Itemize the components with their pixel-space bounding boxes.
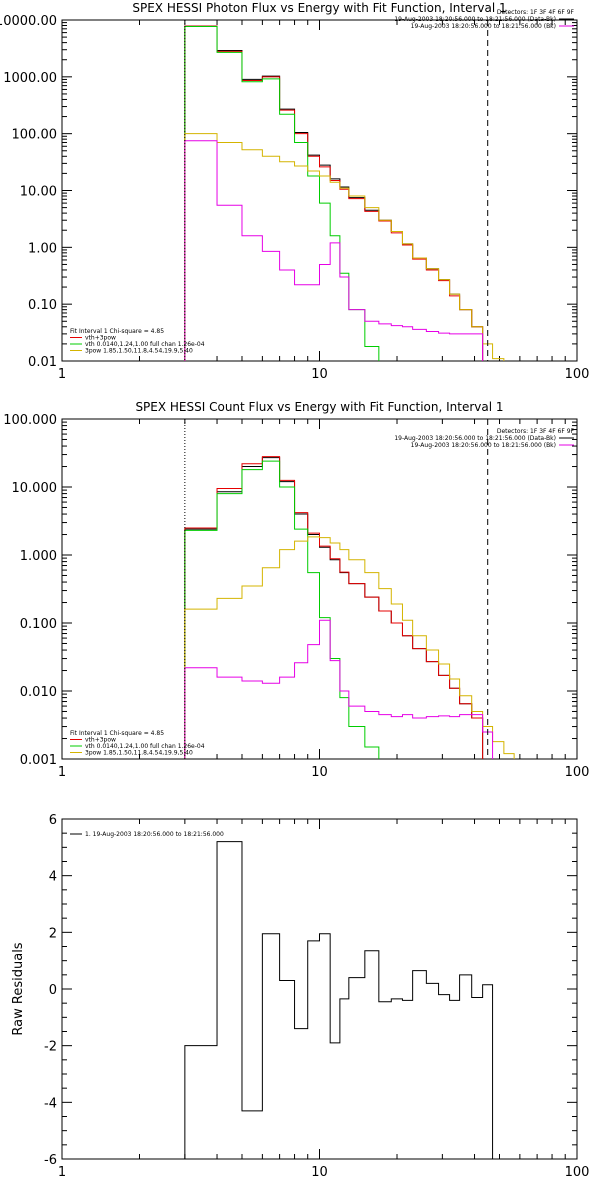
legend-entry: Detectors: 1F 3F 4F 6F 9F — [497, 428, 575, 435]
legend-entry: 19-Aug-2003 18:20:56.000 to 18:21:56.000… — [411, 23, 556, 30]
x-tick-label: 1 — [58, 367, 66, 382]
y-tick-label: 4 — [49, 870, 57, 885]
fit-legend-entry: 3pow 1.85,1.50,11.8,4.54,19.9,5.40 — [85, 348, 193, 355]
legend-entry: 19-Aug-2003 18:20:56.000 to 18:21:56.000… — [411, 442, 556, 449]
series-vth — [184, 25, 380, 361]
fit-legend-entry: vth+3pow — [85, 737, 116, 744]
series-vth — [184, 460, 380, 759]
legend-entry: 1. 19-Aug-2003 18:20:56.000 to 18:21:56.… — [85, 831, 224, 838]
series-data-bk — [184, 25, 484, 361]
y-tick-label: 0 — [49, 983, 57, 998]
fit-legend-entry: vth 0.0140,1.24,1.00 full chan 1.26e-04 — [85, 341, 205, 348]
y-tick-label: 0.010 — [20, 685, 57, 700]
legend-entry: Detectors: 1F 3F 4F 6F 9F — [497, 9, 575, 16]
legend-entry: 19-Aug-2003 18:20:56.000 to 18:21:56.000… — [394, 435, 556, 442]
x-tick-label: 10 — [311, 765, 328, 780]
y-tick-label: 10000.00 — [0, 14, 57, 29]
x-tick-label: 1 — [58, 1165, 66, 1180]
fit-legend-entry: 3pow 1.85,1.50,11.8,4.54,19.9,5.40 — [85, 750, 193, 757]
y-tick-label: 0.01 — [28, 355, 57, 370]
fit-legend-entry: vth 0.0140,1.24,1.00 full chan 1.26e-04 — [85, 743, 205, 750]
y-tick-label: 1.000 — [20, 549, 57, 564]
chart-title: SPEX HESSI Count Flux vs Energy with Fit… — [135, 400, 503, 414]
series-vth-3pow — [184, 456, 484, 759]
y-tick-label: 10.000 — [12, 481, 58, 496]
y-tick-label: -2 — [44, 1040, 57, 1055]
series-bk — [184, 140, 484, 361]
x-tick-label: 100 — [565, 765, 590, 780]
x-tick-label: 10 — [311, 367, 328, 382]
y-tick-label: 0.100 — [20, 617, 57, 632]
legend-entry: 19-Aug-2003 18:20:56.000 to 18:21:56.000… — [394, 16, 556, 23]
series-1-19-aug-2003-18-20-56-000-to-18-21-56-000 — [184, 841, 494, 1159]
chart-panel-3: 1 10 100 -6 -4 -2 0 2 4 6 Raw Residuals 1. 19-Aug-2… — [11, 813, 589, 1180]
y-tick-label: 2 — [49, 926, 57, 941]
fit-legend-entry: Fit Interval 1 Chi-square = 4.85 — [70, 730, 164, 737]
fit-legend-entry: Fit Interval 1 Chi-square = 4.85 — [70, 328, 164, 335]
series-3pow — [184, 133, 505, 361]
x-tick-label: 1 — [58, 765, 66, 780]
x-tick-label: 100 — [565, 1165, 590, 1180]
y-tick-label: 0.10 — [28, 298, 57, 313]
chart-panel-1: SPEX HESSI Photon Flux vs Energy with Fi… — [0, 1, 590, 382]
plot-frame — [61, 818, 578, 1160]
y-tick-label: 0.001 — [20, 753, 57, 768]
y-axis-label: Raw Residuals — [11, 942, 26, 1035]
y-tick-label: 1.00 — [28, 241, 57, 256]
y-tick-label: 10.00 — [20, 185, 57, 200]
series-bk — [184, 619, 494, 759]
x-tick-label: 100 — [565, 367, 590, 382]
y-tick-label: 100.000 — [3, 413, 57, 428]
y-tick-label: 6 — [49, 813, 57, 828]
fit-legend-entry: vth+3pow — [85, 335, 116, 342]
y-tick-label: 100.00 — [12, 128, 58, 143]
x-tick-label: 10 — [311, 1165, 328, 1180]
series-vth-3pow — [184, 25, 484, 361]
y-tick-label: 1000.00 — [3, 71, 57, 86]
series-3pow — [184, 536, 515, 759]
chart-title: SPEX HESSI Photon Flux vs Energy with Fi… — [132, 1, 506, 15]
chart-panel-2: SPEX HESSI Count Flux vs Energy with Fit… — [3, 400, 589, 780]
series-data-bk — [184, 457, 484, 759]
y-tick-label: -6 — [44, 1153, 57, 1168]
y-tick-label: -4 — [44, 1096, 57, 1111]
